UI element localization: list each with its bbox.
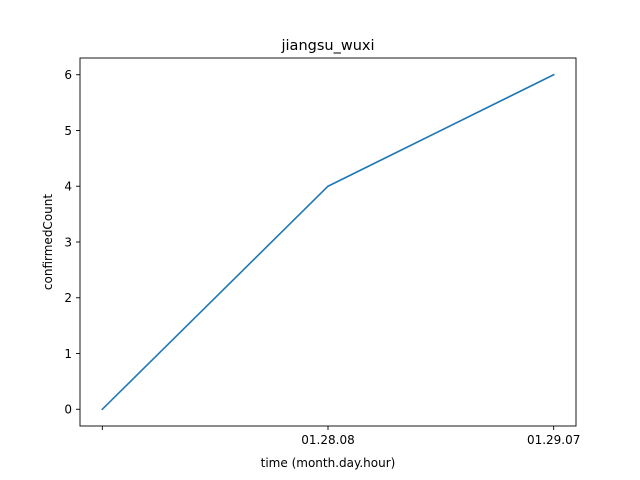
chart-title: jiangsu_wuxi [281,38,375,54]
y-axis-label: confirmedCount [41,194,55,290]
y-tick-label-4: 4 [64,180,72,194]
y-tick-label-5: 5 [64,124,72,138]
x-tick-label-1: 01.28.08 [301,433,354,447]
y-tick-label-1: 1 [64,347,72,361]
y-tick-label-3: 3 [64,235,72,249]
y-tick-label-2: 2 [64,291,72,305]
x-tick-label-2: 01.29.07 [527,433,580,447]
x-axis-label: time (month.day.hour) [261,456,396,470]
series-line-0 [101,73,555,411]
y-tick-label-6: 6 [64,68,72,82]
y-tick-label-0: 0 [64,403,72,417]
plot-area: 0 1 2 3 4 5 6 01.28.08 01.29.07 [64,57,580,447]
